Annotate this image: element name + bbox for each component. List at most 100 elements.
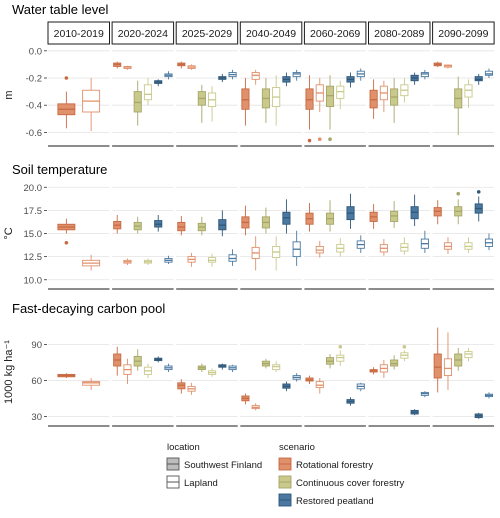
box-southwest-finland-cc — [133, 216, 142, 234]
box-southwest-finland-cc — [390, 78, 399, 123]
box-lapland-rf — [123, 258, 132, 265]
y-tick-label: 90 — [31, 340, 42, 351]
box-southwest-finland-cc — [197, 84, 206, 123]
box-southwest-finland-cc — [197, 363, 206, 372]
panel-0: Water table level m 0.0 -0.2 -0.4 -0.6 — [3, 2, 495, 147]
box-lapland-rf — [187, 252, 196, 267]
y-tick-label: 17.5 — [24, 206, 43, 217]
box-southwest-finland-cc — [454, 76, 463, 136]
legend-item-location: Lapland — [184, 478, 218, 489]
box-lapland-rp — [228, 249, 237, 266]
outlier-point — [338, 345, 343, 349]
box-southwest-finland-rf — [113, 61, 122, 69]
y-tick-label: 15.0 — [24, 229, 43, 240]
facet-label: 2090-2099 — [438, 28, 488, 40]
facet-strip — [368, 21, 431, 45]
box-lapland-rf — [379, 360, 388, 378]
box-southwest-finland-rp — [474, 190, 483, 222]
box-southwest-finland-rp — [218, 363, 227, 370]
y-axis-label: 1000 kg ha⁻¹ — [3, 340, 15, 404]
box-southwest-finland-rp — [154, 356, 163, 363]
box-lapland-cc — [143, 78, 153, 106]
box-body — [464, 84, 473, 98]
facet-strip — [303, 21, 367, 45]
box-lapland-cc — [143, 258, 153, 265]
box-lapland-cc — [208, 368, 217, 377]
box-lapland-rp — [228, 69, 237, 80]
box-lapland-cc — [464, 237, 473, 253]
facet-label: 2010-2019 — [54, 28, 104, 40]
box-lapland-rp — [484, 233, 494, 251]
facet-strip — [239, 21, 303, 45]
box-lapland-rf — [251, 236, 260, 271]
box-southwest-finland-rf — [433, 61, 442, 68]
box-lapland-cc — [400, 237, 409, 255]
panel-title: Soil temperature — [12, 162, 107, 177]
box-southwest-finland-rf — [369, 79, 378, 119]
box-southwest-finland-rp — [410, 409, 419, 416]
box-lapland-rf — [379, 239, 388, 256]
box-lapland-rp — [292, 373, 301, 382]
facet-label: 2040-2049 — [246, 28, 296, 40]
box-body — [133, 91, 142, 113]
y-tick-label: -0.6 — [26, 128, 42, 139]
box-lapland-cc — [336, 80, 345, 110]
box-lapland-rf — [82, 378, 101, 390]
facet-strip — [175, 21, 239, 45]
panel-1: Soil temperature °C 10.0 12.5 15.0 17.5 20.0 — [3, 162, 495, 290]
outlier-point — [456, 191, 461, 196]
box-southwest-finland-rf — [177, 215, 186, 236]
legend-item-scenario: Rotational forestry — [296, 460, 373, 471]
box-lapland-rp — [420, 230, 429, 253]
outlier-point — [317, 137, 322, 141]
box-lapland-rp — [356, 235, 365, 253]
box-southwest-finland-cc — [325, 200, 335, 232]
box-body — [484, 70, 494, 76]
box-lapland-rf — [443, 64, 453, 69]
box-lapland-rf — [187, 64, 196, 70]
facet-label: 2060-2069 — [310, 28, 360, 40]
box-southwest-finland-cc — [261, 358, 270, 369]
box-southwest-finland-cc — [133, 349, 142, 371]
box-lapland-rf — [315, 78, 324, 141]
outlier-point — [402, 345, 407, 349]
panel-title: Water table level — [12, 2, 108, 17]
box-southwest-finland-rf — [113, 215, 122, 234]
box-southwest-finland-cc — [325, 75, 335, 141]
box-southwest-finland-rp — [474, 412, 483, 419]
box-lapland-rf — [187, 382, 196, 395]
box-southwest-finland-rp — [154, 215, 163, 232]
box-body — [143, 84, 153, 101]
box-lapland-rf — [82, 254, 101, 271]
box-lapland-rf — [315, 378, 324, 394]
box-lapland-rf — [251, 403, 260, 411]
box-lapland-rf — [315, 240, 324, 258]
box-lapland-rf — [123, 65, 132, 70]
box-southwest-finland-rf — [241, 78, 250, 126]
y-tick-label: 12.5 — [24, 252, 43, 263]
box-lapland-rp — [292, 230, 301, 266]
box-body — [305, 88, 314, 110]
box-lapland-rp — [356, 68, 365, 81]
outlier-point — [64, 76, 69, 80]
box-lapland-cc — [336, 238, 345, 257]
y-axis-label: °C — [3, 227, 15, 239]
box-southwest-finland-rf — [369, 203, 378, 229]
box-southwest-finland-rp — [346, 193, 355, 229]
box-body — [420, 72, 429, 78]
box-body — [433, 353, 442, 379]
legend-title-scenario: scenario — [279, 442, 315, 453]
box-lapland-rp — [484, 68, 494, 78]
box-body — [474, 76, 483, 82]
y-tick-label: -0.4 — [26, 101, 42, 112]
box-lapland-cc — [272, 361, 281, 372]
box-lapland-cc — [272, 75, 281, 126]
box-body — [336, 85, 345, 99]
box-southwest-finland-rf — [241, 393, 250, 405]
facet-strip — [47, 21, 110, 45]
box-lapland-cc — [208, 253, 217, 267]
box-lapland-rp — [420, 69, 429, 80]
box-southwest-finland-cc — [325, 354, 335, 369]
box-southwest-finland-rf — [113, 346, 122, 376]
